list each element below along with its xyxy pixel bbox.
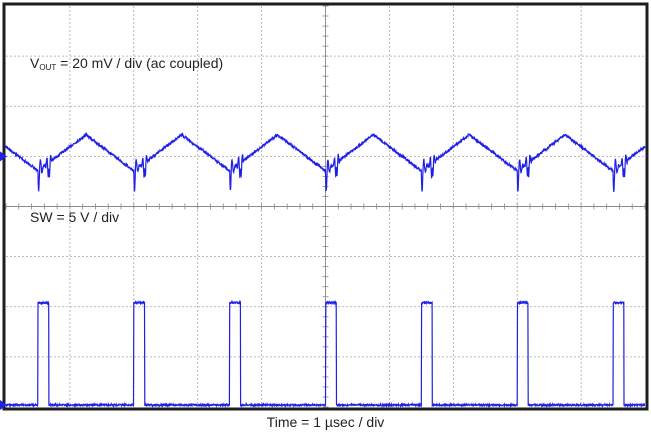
channel-markers	[0, 151, 7, 410]
vout-label-main: V	[30, 55, 40, 71]
x-axis-label: Time = 1 µsec / div	[266, 414, 385, 430]
vout-label-rest: = 20 mV / div (ac coupled)	[56, 55, 223, 71]
channel-label-vout: VOUT = 20 mV / div (ac coupled)	[30, 55, 223, 72]
vout-label-sub: OUT	[39, 63, 56, 72]
vout-trace	[5, 131, 646, 193]
channel-label-sw: SW = 5 V / div	[30, 209, 119, 225]
sw-trace	[5, 299, 646, 409]
grid	[5, 5, 646, 408]
traces	[5, 131, 646, 409]
vout-ground-marker	[0, 151, 7, 162]
sw-ground-marker	[0, 400, 7, 410]
